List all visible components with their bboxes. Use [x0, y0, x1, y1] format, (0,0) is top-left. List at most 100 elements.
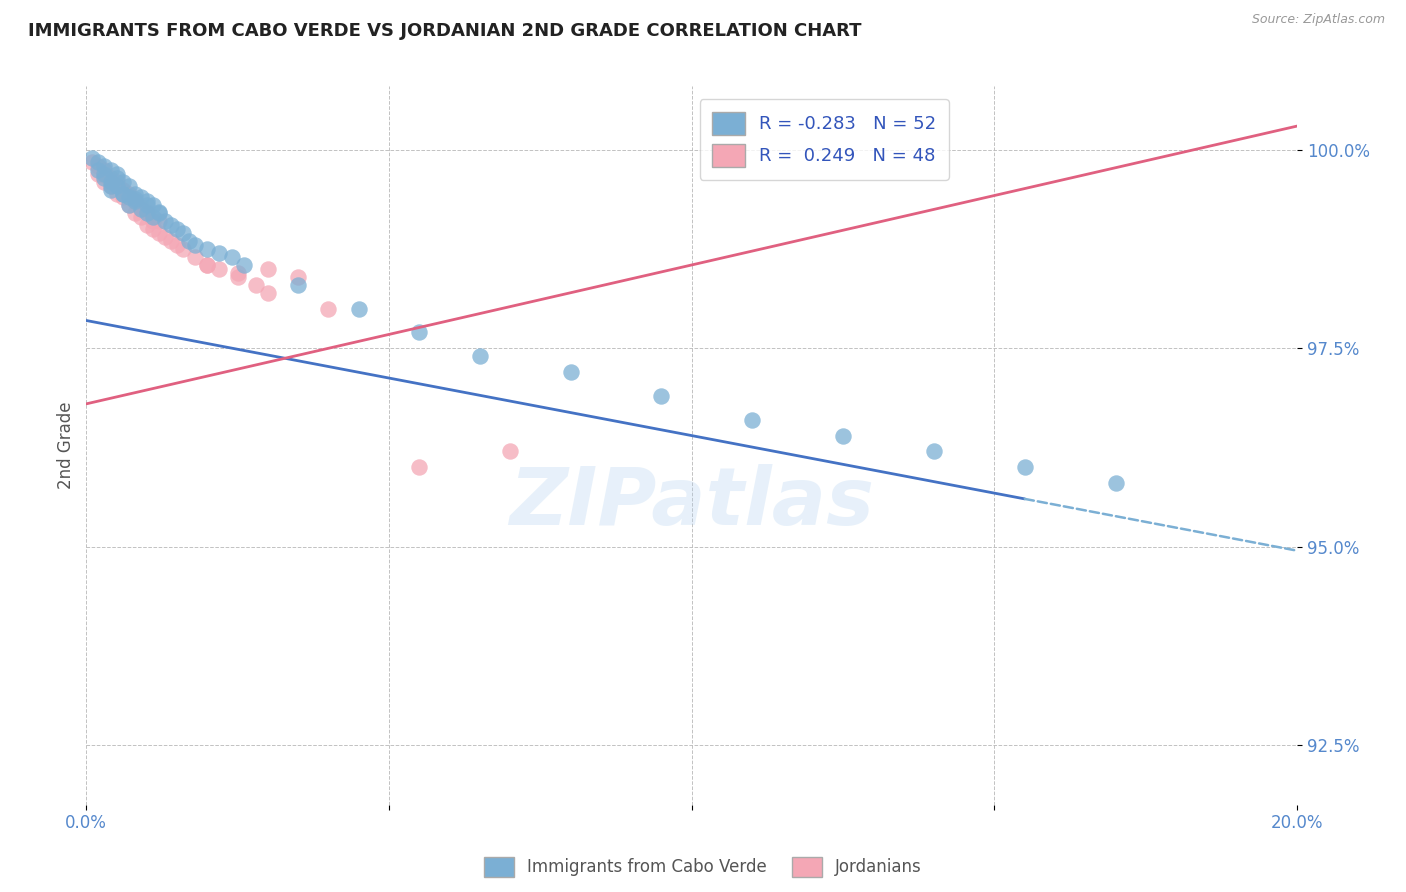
Point — [118, 178, 141, 193]
Point — [111, 190, 134, 204]
Point — [82, 154, 104, 169]
Point — [226, 269, 249, 284]
Point — [82, 151, 104, 165]
Point — [100, 173, 122, 187]
Point — [118, 198, 141, 212]
Point — [148, 214, 170, 228]
Point — [287, 277, 309, 292]
Point — [87, 154, 110, 169]
Point — [135, 219, 157, 233]
Point — [153, 214, 176, 228]
Point — [257, 285, 280, 300]
Point — [87, 159, 110, 173]
Y-axis label: 2nd Grade: 2nd Grade — [58, 401, 75, 490]
Point — [1014, 460, 1036, 475]
Point — [100, 178, 122, 193]
Point — [100, 162, 122, 177]
Point — [135, 204, 157, 219]
Text: IMMIGRANTS FROM CABO VERDE VS JORDANIAN 2ND GRADE CORRELATION CHART: IMMIGRANTS FROM CABO VERDE VS JORDANIAN … — [28, 22, 862, 40]
Point — [148, 204, 170, 219]
Point — [166, 238, 188, 252]
Text: Source: ZipAtlas.com: Source: ZipAtlas.com — [1251, 13, 1385, 27]
Point — [153, 230, 176, 244]
Point — [111, 184, 134, 198]
Point — [408, 326, 430, 340]
Point — [499, 444, 522, 458]
Point — [135, 206, 157, 220]
Point — [318, 301, 340, 316]
Point — [105, 175, 128, 189]
Point — [93, 175, 115, 189]
Point — [142, 222, 165, 236]
Point — [93, 162, 115, 177]
Point — [118, 198, 141, 212]
Point — [195, 242, 218, 256]
Point — [468, 349, 491, 363]
Point — [184, 238, 207, 252]
Point — [221, 250, 243, 264]
Point — [257, 261, 280, 276]
Point — [208, 261, 231, 276]
Point — [160, 234, 183, 248]
Point — [129, 200, 152, 214]
Point — [100, 170, 122, 185]
Point — [111, 182, 134, 196]
Point — [129, 190, 152, 204]
Point — [135, 206, 157, 220]
Point — [166, 222, 188, 236]
Point — [105, 186, 128, 201]
Text: ZIPatlas: ZIPatlas — [509, 464, 875, 542]
Point — [100, 178, 122, 193]
Point — [650, 389, 672, 403]
Point — [93, 168, 115, 182]
Point — [560, 365, 582, 379]
Point — [135, 198, 157, 212]
Point — [129, 202, 152, 217]
Point — [184, 250, 207, 264]
Point — [124, 192, 146, 206]
Point — [172, 242, 194, 256]
Point — [124, 194, 146, 209]
Point — [124, 186, 146, 201]
Point — [148, 226, 170, 240]
Point — [124, 194, 146, 209]
Point — [232, 258, 254, 272]
Point — [922, 444, 945, 458]
Point — [87, 162, 110, 177]
Point — [172, 226, 194, 240]
Legend: Immigrants from Cabo Verde, Jordanians: Immigrants from Cabo Verde, Jordanians — [477, 850, 929, 884]
Point — [135, 194, 157, 209]
Point — [93, 159, 115, 173]
Point — [87, 167, 110, 181]
Point — [100, 182, 122, 196]
Point — [195, 258, 218, 272]
Point — [142, 198, 165, 212]
Point — [195, 258, 218, 272]
Point — [408, 460, 430, 475]
Point — [347, 301, 370, 316]
Point — [105, 167, 128, 181]
Point — [208, 246, 231, 260]
Point — [124, 206, 146, 220]
Legend: R = -0.283   N = 52, R =  0.249   N = 48: R = -0.283 N = 52, R = 0.249 N = 48 — [700, 99, 949, 179]
Point — [105, 170, 128, 185]
Point — [100, 175, 122, 189]
Point — [93, 170, 115, 185]
Point — [111, 186, 134, 201]
Point — [245, 277, 267, 292]
Point — [118, 189, 141, 203]
Point — [118, 190, 141, 204]
Point — [179, 234, 201, 248]
Point — [142, 211, 165, 225]
Point — [226, 266, 249, 280]
Point — [148, 206, 170, 220]
Point — [93, 167, 115, 181]
Point — [118, 186, 141, 201]
Point — [129, 211, 152, 225]
Point — [105, 178, 128, 193]
Point — [832, 428, 855, 442]
Point — [129, 202, 152, 217]
Point — [105, 178, 128, 193]
Point — [1104, 476, 1126, 491]
Point — [111, 186, 134, 201]
